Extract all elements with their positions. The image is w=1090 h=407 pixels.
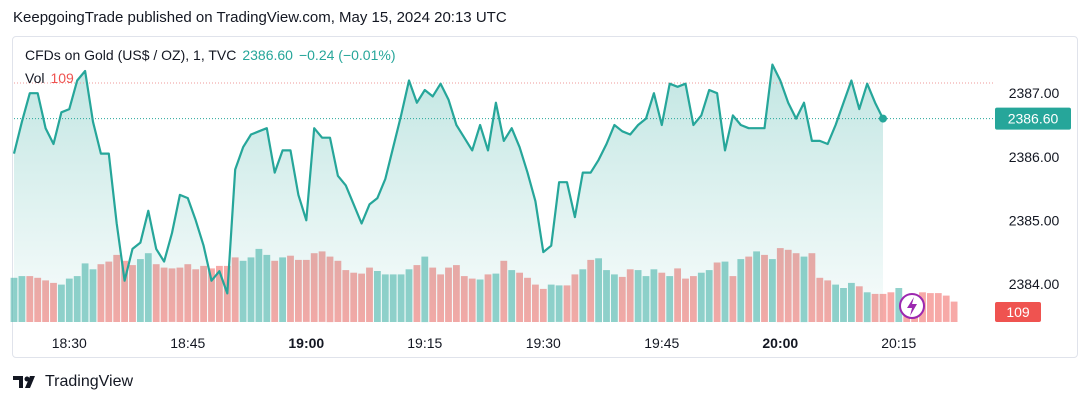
x-tick-label: 18:45 (170, 335, 205, 351)
last-price-dot (879, 114, 887, 123)
price-line (12, 63, 884, 295)
volume-badge-label: 109 (1006, 304, 1030, 320)
legend-price: 2386.60 (242, 47, 293, 63)
chart-legend: CFDs on Gold (US$ / OZ), 1, TVC 2386.60 −0… (25, 47, 395, 63)
symbol-label: CFDs on Gold (US$ / OZ), 1, TVC (25, 47, 237, 63)
x-axis: 18:30 18:45 19:00 19:15 19:30 19:45 20:00 20:15 (52, 335, 917, 351)
volume-label: Vol (25, 70, 45, 86)
x-tick-label: 19:30 (526, 335, 561, 351)
legend-change: −0.24 (−0.01%) (298, 47, 396, 63)
y-tick-label: 2387.00 (1009, 85, 1060, 101)
x-tick-label: 19:15 (407, 335, 442, 351)
lightning-icon[interactable] (899, 293, 925, 319)
publish-header: KeepgoingTrade published on TradingView.… (13, 9, 507, 26)
x-tick-label: 20:15 (881, 335, 916, 351)
tradingview-logo-icon (13, 374, 39, 390)
volume-badge: 109 (995, 302, 1041, 322)
price-badge: 2386.60 (995, 107, 1071, 130)
volume-bar (934, 293, 942, 322)
x-tick-label: 20:00 (762, 335, 798, 351)
volume-bar (950, 301, 958, 322)
footer-brand-label: TradingView (45, 373, 134, 390)
volume-bar (942, 295, 950, 322)
x-tick-label: 19:00 (288, 335, 324, 351)
y-tick-label: 2384.00 (1009, 276, 1060, 292)
y-axis: 2384.00 2385.00 2386.00 2387.00 (1009, 85, 1060, 292)
volume-legend: Vol 109 (25, 70, 74, 86)
volume-bar (887, 292, 895, 323)
footer-brand[interactable]: TradingView (13, 373, 133, 391)
volume-value: 109 (50, 70, 74, 86)
price-area (14, 64, 883, 322)
chart-frame (12, 36, 1078, 358)
x-tick-label: 19:45 (644, 335, 679, 351)
volume-bar (895, 288, 903, 322)
y-tick-label: 2386.00 (1009, 149, 1060, 165)
x-tick-label: 18:30 (52, 335, 87, 351)
volume-bar (927, 293, 934, 322)
price-badge-label: 2386.60 (1008, 111, 1059, 127)
y-tick-label: 2385.00 (1009, 212, 1060, 228)
